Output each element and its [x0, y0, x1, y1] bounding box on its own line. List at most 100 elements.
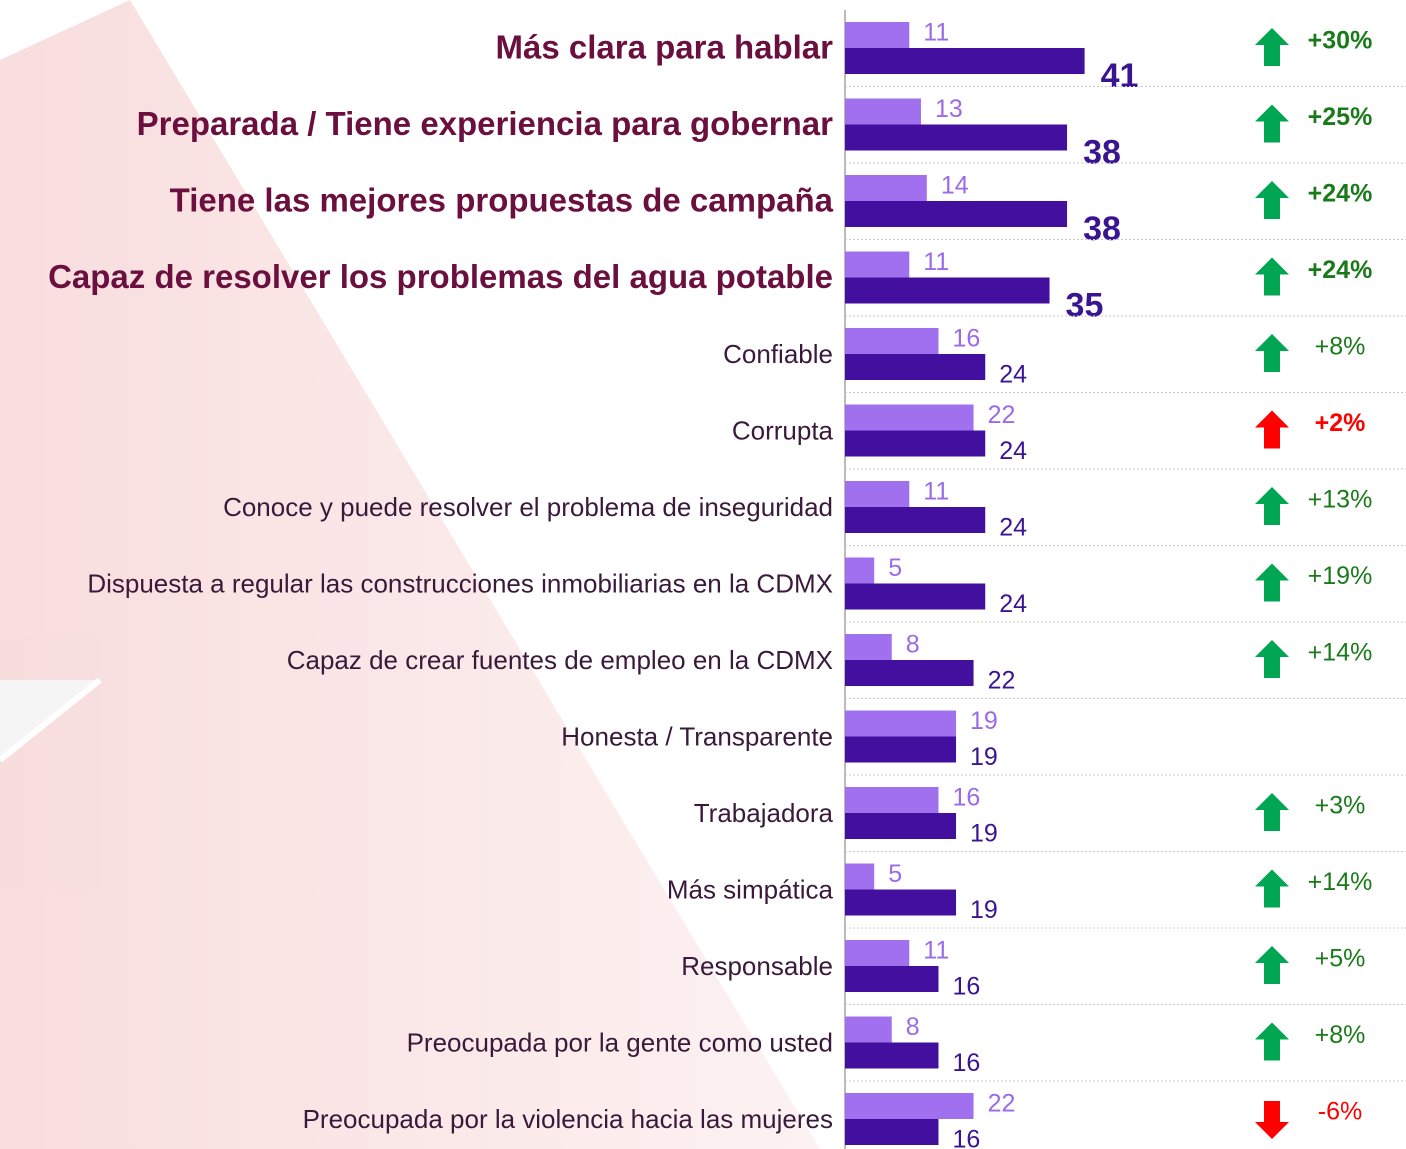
category-label: Corrupta	[732, 415, 834, 445]
value-label: 11	[923, 19, 949, 47]
bar	[845, 966, 939, 992]
change-arrow	[1255, 334, 1289, 372]
category-label: Preparada / Tiene experiencia para gober…	[137, 105, 834, 142]
change-label: +13%	[1308, 486, 1373, 514]
value-label: 22	[988, 401, 1016, 429]
bar	[845, 277, 1050, 304]
bar	[845, 583, 986, 610]
value-label: 11	[923, 478, 949, 506]
bar	[845, 48, 1085, 74]
change-label: +2%	[1315, 409, 1366, 437]
change-arrow	[1255, 181, 1289, 219]
category-label: Conoce y puede resolver el problema de i…	[223, 492, 833, 522]
value-label: 19	[970, 896, 998, 924]
bar	[845, 557, 875, 584]
change-label: -6%	[1318, 1098, 1362, 1126]
change-arrow	[1255, 257, 1289, 296]
bar	[845, 1119, 939, 1145]
value-label: 8	[906, 631, 920, 659]
change-arrow	[1255, 1022, 1289, 1061]
bar	[845, 507, 986, 533]
bar	[845, 251, 910, 278]
bar	[845, 1093, 974, 1119]
change-arrow	[1255, 946, 1289, 984]
change-label: +19%	[1308, 562, 1373, 590]
background-decoration	[0, 0, 820, 1149]
category-label: Capaz de crear fuentes de empleo en la C…	[287, 645, 833, 675]
change-label: +24%	[1308, 180, 1373, 208]
value-label: 19	[970, 743, 998, 771]
category-label: Confiable	[723, 339, 833, 369]
value-label: 11	[923, 937, 949, 965]
bar	[845, 22, 910, 48]
change-arrow	[1255, 410, 1289, 449]
bar	[845, 787, 939, 813]
bar	[845, 863, 875, 890]
bar	[845, 201, 1068, 227]
value-label: 24	[999, 361, 1027, 389]
value-label: 38	[1083, 210, 1121, 248]
change-label: +8%	[1315, 1021, 1366, 1049]
bar	[845, 710, 957, 737]
value-label: 16	[953, 1049, 981, 1077]
change-label: +24%	[1308, 256, 1373, 284]
change-label: +5%	[1315, 945, 1366, 973]
bar	[845, 98, 921, 125]
category-label: Capaz de resolver los problemas del agua…	[48, 258, 833, 295]
value-label: 24	[999, 590, 1027, 618]
value-label: 35	[1066, 286, 1104, 324]
bar	[845, 813, 957, 839]
change-label: +25%	[1308, 103, 1373, 131]
value-label: 13	[935, 95, 963, 123]
value-label: 19	[970, 820, 998, 848]
category-label: Preocupada por la violencia hacia las mu…	[303, 1104, 833, 1134]
value-label: 16	[953, 973, 981, 1001]
value-label: 5	[888, 860, 902, 888]
value-label: 8	[906, 1013, 920, 1041]
bar	[845, 430, 986, 457]
change-label: +30%	[1308, 27, 1373, 55]
change-arrow	[1255, 640, 1289, 678]
change-arrow	[1255, 1101, 1289, 1139]
value-label: 11	[923, 248, 949, 276]
change-arrow	[1255, 869, 1289, 908]
bar	[845, 328, 939, 354]
bar	[845, 481, 910, 507]
change-label: +14%	[1308, 639, 1373, 667]
change-arrow	[1255, 793, 1289, 831]
bar	[845, 736, 957, 763]
bar	[845, 1016, 892, 1043]
value-label: 22	[988, 1090, 1016, 1118]
bar	[845, 660, 974, 686]
bar	[845, 354, 986, 380]
change-label: +3%	[1315, 792, 1366, 820]
bar	[845, 634, 892, 660]
category-label: Preocupada por la gente como usted	[407, 1027, 833, 1057]
bar	[845, 404, 974, 431]
category-label: Trabajadora	[694, 798, 834, 828]
bar	[845, 889, 957, 916]
change-arrow	[1255, 28, 1289, 66]
change-arrow	[1255, 104, 1289, 143]
bar	[845, 1042, 939, 1069]
category-label: Honesta / Transparente	[561, 721, 833, 751]
change-arrow	[1255, 563, 1289, 602]
bar	[845, 124, 1068, 151]
value-label: 24	[999, 514, 1027, 542]
category-label: Más clara para hablar	[495, 29, 833, 66]
value-label: 19	[970, 707, 998, 735]
value-label: 22	[988, 667, 1016, 695]
change-label: +14%	[1308, 868, 1373, 896]
category-label: Dispuesta a regular las construcciones i…	[87, 568, 833, 598]
category-label: Más simpática	[667, 874, 834, 904]
value-label: 16	[953, 784, 981, 812]
value-label: 38	[1083, 133, 1121, 171]
category-label: Responsable	[681, 951, 833, 981]
value-label: 14	[941, 172, 969, 200]
value-label: 24	[999, 437, 1027, 465]
change-label: +8%	[1315, 333, 1366, 361]
change-arrow	[1255, 487, 1289, 525]
value-label: 41	[1101, 57, 1139, 95]
